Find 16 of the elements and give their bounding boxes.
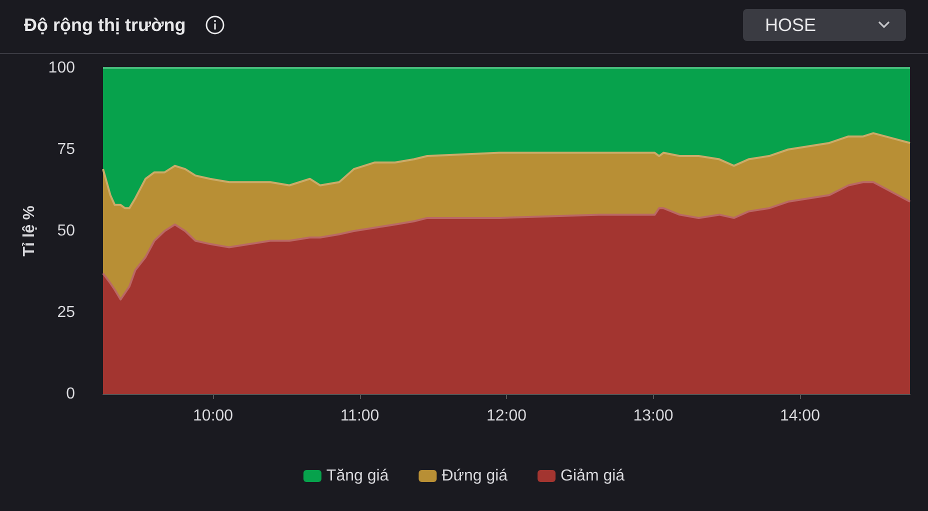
y-tick-label: 100	[48, 60, 76, 76]
legend-label: Giảm giá	[560, 468, 625, 484]
legend-label: Đứng giá	[442, 468, 508, 484]
legend-label: Tăng giá	[326, 468, 389, 484]
x-tick-label: 14:00	[780, 408, 820, 424]
x-tick-label: 13:00	[633, 408, 674, 424]
y-tick-label: 75	[57, 141, 76, 158]
y-tick-label: 50	[57, 222, 76, 240]
x-tick-label: 11:00	[340, 408, 380, 424]
x-tick-label: 10:00	[193, 408, 234, 424]
chart-title: Độ rộng thị trường	[24, 15, 186, 36]
y-tick-label: 0	[66, 386, 76, 402]
y-tick-label: 25	[57, 304, 76, 321]
y-axis-title: Tỉ lệ %	[20, 206, 38, 256]
text: HOSE	[765, 15, 816, 36]
x-tick-label: 12:00	[486, 408, 527, 424]
